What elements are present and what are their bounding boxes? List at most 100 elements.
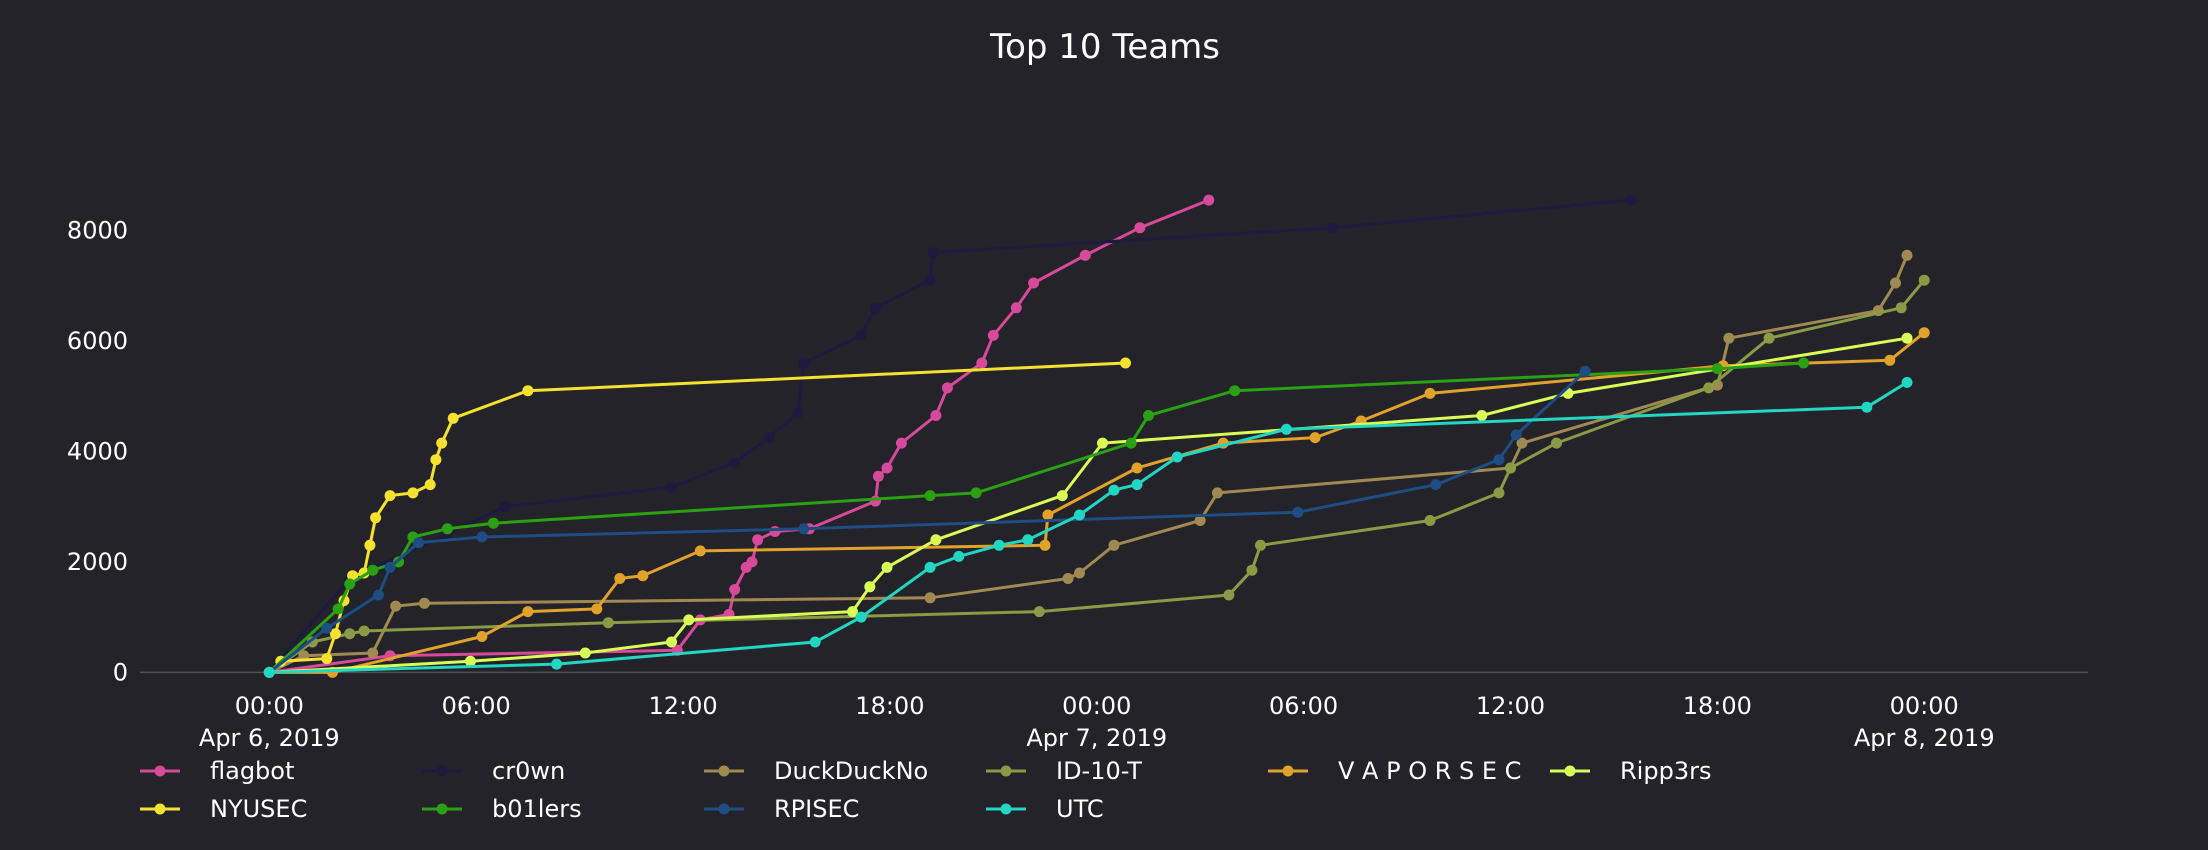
data-point (332, 603, 344, 615)
data-point (1493, 487, 1505, 499)
legend-item[interactable]: RPISEC (704, 795, 859, 823)
series-line (269, 381, 1908, 674)
data-point (1280, 423, 1292, 435)
data-point (798, 357, 810, 369)
data-point (881, 561, 893, 573)
data-point (870, 495, 881, 507)
data-point (1039, 539, 1051, 551)
x-tick-date-label: Apr 8, 2019 (1854, 724, 1995, 752)
data-point (1551, 437, 1562, 449)
data-point (1884, 354, 1896, 366)
legend-item[interactable]: NYUSEC (140, 795, 307, 823)
data-point (924, 490, 936, 502)
data-point (1079, 249, 1091, 261)
series-ripp3rs (263, 332, 1913, 678)
legend-swatch-marker (1282, 765, 1294, 777)
data-point (752, 534, 764, 546)
data-point (1062, 573, 1074, 584)
data-point (418, 597, 430, 609)
legend-item[interactable]: Ripp3rs (1550, 757, 1711, 785)
legend-swatch-marker (436, 803, 448, 815)
data-point (424, 479, 436, 491)
data-point (1033, 606, 1045, 618)
data-point (855, 329, 867, 341)
data-point (1074, 567, 1085, 579)
data-point (924, 592, 936, 604)
data-point (1516, 437, 1528, 449)
data-point (1798, 357, 1810, 369)
x-tick-label: 00:00 (1890, 692, 1959, 720)
data-point (976, 357, 988, 369)
data-point (870, 302, 881, 314)
data-point (1074, 509, 1085, 521)
data-point (476, 631, 488, 642)
x-tick-label: 00:00 (235, 692, 304, 720)
x-tick-label: 06:00 (1269, 692, 1338, 720)
data-point (993, 539, 1005, 551)
data-point (1901, 249, 1913, 261)
data-point (522, 385, 534, 397)
data-point (1108, 539, 1120, 551)
data-point (384, 561, 396, 573)
data-point (1424, 387, 1436, 399)
data-point (927, 247, 939, 259)
data-point (746, 556, 758, 568)
data-point (367, 647, 379, 659)
data-point (855, 611, 867, 623)
legend-swatch-marker (1564, 765, 1576, 777)
legend-item[interactable]: ID-10-T (986, 757, 1142, 785)
legend: flagbot cr0wn DuckDuckNo ID-10-T V A P O R S… (140, 757, 1711, 823)
data-point (1476, 410, 1488, 421)
data-point (430, 454, 442, 466)
legend-label: ID-10-T (1056, 757, 1142, 785)
legend-item[interactable]: UTC (986, 795, 1104, 823)
data-point (373, 589, 384, 601)
x-tick-date-label: Apr 7, 2019 (1026, 724, 1167, 752)
legend-item[interactable]: b01lers (422, 795, 582, 823)
data-point (1010, 302, 1022, 314)
data-point (637, 570, 649, 582)
data-point (792, 407, 804, 419)
x-tick-label: 12:00 (1476, 692, 1545, 720)
legend-item[interactable]: DuckDuckNo (704, 757, 928, 785)
legend-label: DuckDuckNo (774, 757, 928, 785)
series-line (268, 279, 1926, 674)
data-point (1493, 454, 1505, 466)
legend-label: NYUSEC (210, 795, 307, 823)
legend-label: Ripp3rs (1620, 757, 1711, 785)
series-line (268, 254, 1909, 674)
data-point (1763, 332, 1775, 344)
data-point (384, 490, 396, 502)
series-cr0wn (263, 194, 1637, 678)
y-tick-label: 0 (113, 658, 128, 686)
data-point (344, 578, 356, 590)
data-point (1131, 479, 1143, 491)
data-point (602, 617, 614, 629)
data-point (487, 517, 499, 529)
legend-item[interactable]: V A P O R S E C (1268, 757, 1521, 785)
data-point (694, 545, 706, 557)
data-point (263, 666, 275, 678)
data-point (924, 274, 936, 286)
data-point (464, 655, 476, 667)
data-point (1579, 365, 1591, 377)
legend-label: V A P O R S E C (1338, 757, 1521, 785)
data-point (1918, 274, 1930, 286)
data-point (1229, 385, 1241, 397)
data-point (1424, 515, 1436, 526)
data-point (1028, 277, 1040, 289)
legend-item[interactable]: cr0wn (422, 757, 565, 785)
data-point (347, 570, 359, 582)
data-point (1246, 564, 1258, 576)
data-point (1194, 515, 1206, 526)
y-tick-label: 6000 (67, 327, 128, 355)
legend-swatch-marker (436, 765, 448, 777)
data-point (666, 481, 677, 493)
data-point (941, 382, 953, 394)
data-point (987, 329, 999, 341)
data-point (551, 658, 563, 670)
x-tick-label: 00:00 (1062, 692, 1131, 720)
legend-item[interactable]: flagbot (140, 757, 294, 785)
data-point (953, 550, 965, 562)
